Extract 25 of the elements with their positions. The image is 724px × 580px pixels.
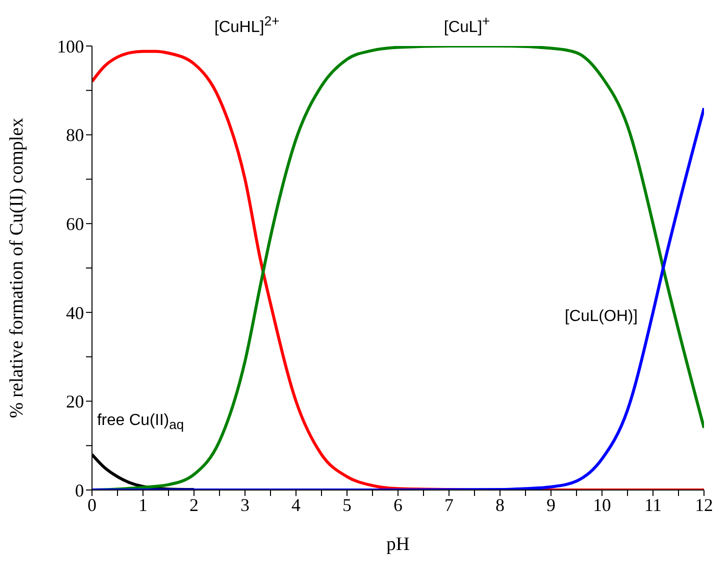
x-tick-label: 10 xyxy=(593,494,611,515)
series-label: [CuL(OH)] xyxy=(564,308,638,326)
x-tick-label: 4 xyxy=(292,494,300,515)
y-tick-label: 80 xyxy=(66,125,84,146)
x-tick-label: 5 xyxy=(342,494,352,515)
y-tick-label: 100 xyxy=(57,36,84,56)
x-tick-label: 7 xyxy=(444,494,454,515)
x-tick-label: 3 xyxy=(240,494,250,515)
x-tick-label: 9 xyxy=(546,494,556,515)
series-label: [CuL]$^{+}$ xyxy=(444,14,490,38)
y-axis-title: % relative formation of Cu(II) complex xyxy=(6,117,28,418)
x-tick-label: 2 xyxy=(190,494,198,515)
x-tick-label: 1 xyxy=(138,494,148,515)
series-label: free Cu(II)$_{aq}$ xyxy=(97,412,184,432)
x-tick-label: 0 xyxy=(88,494,96,515)
y-tick-label: 20 xyxy=(66,392,84,412)
text: [CuHL]$^{2+}$ xyxy=(214,14,280,38)
x-tick-label: 6 xyxy=(394,494,402,515)
y-tick-label: 60 xyxy=(66,214,84,234)
y-tick-label: 40 xyxy=(66,302,84,323)
y-tick-label: 0 xyxy=(75,480,84,500)
x-axis-title: pH xyxy=(386,534,410,555)
x-tick-label: 8 xyxy=(496,494,504,515)
x-tick-label: 12 xyxy=(695,494,713,515)
x-tick-label: 11 xyxy=(644,494,662,515)
